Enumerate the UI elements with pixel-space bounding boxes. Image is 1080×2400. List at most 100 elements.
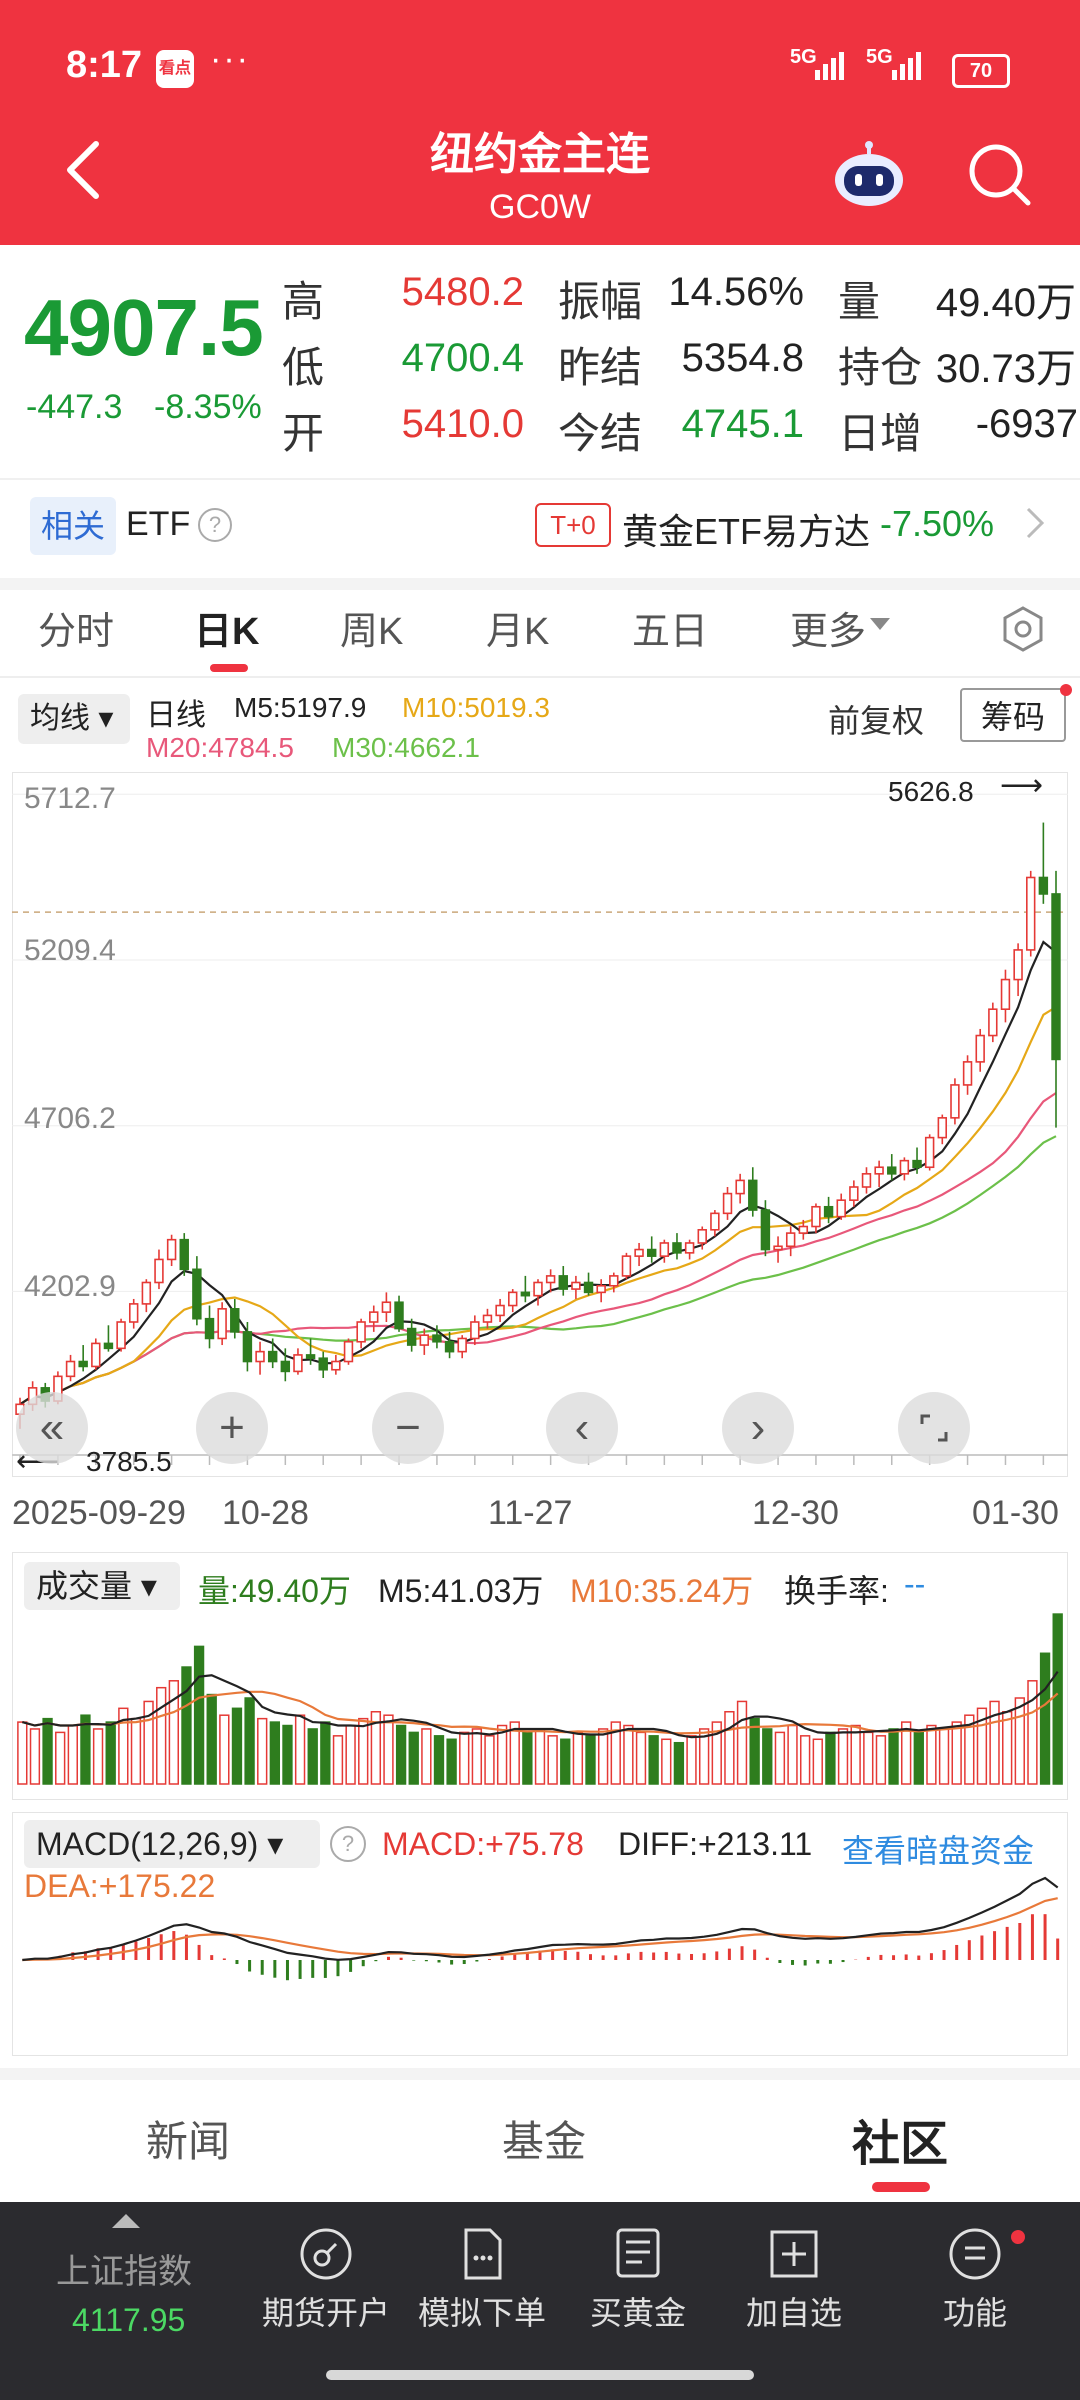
volume-bar <box>42 1717 53 1785</box>
candle <box>78 1345 88 1372</box>
candle-body <box>128 1303 139 1323</box>
macd-chart[interactable] <box>12 1812 1068 2056</box>
candle-body <box>166 1238 177 1261</box>
candle-body <box>508 1291 518 1307</box>
search-icon[interactable] <box>965 140 1035 210</box>
tab-intraday[interactable]: 分时 <box>38 611 115 653</box>
candle <box>356 1318 366 1349</box>
candle <box>318 1351 328 1378</box>
help-icon[interactable]: ? <box>198 508 232 542</box>
candle-body <box>887 1166 897 1175</box>
candle-body <box>356 1321 366 1343</box>
tab-news[interactable]: 新闻 <box>146 2118 231 2165</box>
collapse-left-button[interactable]: « <box>16 1392 88 1464</box>
candle <box>305 1338 316 1365</box>
candle <box>280 1348 291 1382</box>
candle <box>381 1292 392 1322</box>
etf-name[interactable]: 黄金ETF易方达 <box>622 511 870 552</box>
candle <box>836 1193 846 1220</box>
tab-weekly-k[interactable]: 周K <box>340 611 404 653</box>
etf-label[interactable]: ETF <box>126 505 191 543</box>
tab-more[interactable]: 更多 <box>790 611 867 653</box>
zoom-in-button[interactable]: + <box>196 1392 268 1464</box>
candle <box>849 1180 859 1207</box>
fullscreen-icon[interactable] <box>898 1392 970 1464</box>
signal-label-1: 5G <box>790 46 817 68</box>
candle <box>899 1157 910 1181</box>
chevron-left-icon[interactable] <box>62 140 102 200</box>
kline-chart[interactable] <box>12 772 1068 1477</box>
volume-bar <box>951 1721 962 1785</box>
help-icon[interactable]: ? <box>330 1826 366 1862</box>
simulated-order-label[interactable]: 模拟下单 <box>417 2295 546 2331</box>
candle-body <box>293 1354 303 1373</box>
index-name[interactable]: 上证指数 <box>56 2253 192 2291</box>
candle-body <box>394 1301 404 1330</box>
menu-label[interactable]: 功能 <box>942 2295 1007 2331</box>
expand-up-icon[interactable] <box>112 2214 140 2228</box>
candle <box>697 1226 707 1250</box>
divider <box>0 676 1080 678</box>
tab-five-day[interactable]: 五日 <box>632 611 709 653</box>
simulated-order-icon[interactable] <box>454 2226 510 2282</box>
adjustment-toggle[interactable]: 前复权 <box>828 703 925 739</box>
volume-bar <box>421 1728 432 1785</box>
battery-icon: 70 <box>952 54 1010 88</box>
account-open-label[interactable]: 期货开户 <box>261 2295 390 2331</box>
dark-pool-link[interactable]: 查看暗盘资金 <box>842 1833 1035 1869</box>
buy-gold-icon[interactable] <box>610 2226 666 2282</box>
buy-gold-label[interactable]: 买黄金 <box>589 2295 686 2331</box>
volume-bar <box>799 1735 811 1785</box>
account-open-icon[interactable] <box>298 2226 354 2282</box>
volume-value: 49.40万 <box>935 281 1076 325</box>
candle-body <box>596 1284 606 1294</box>
candle-body <box>684 1242 695 1254</box>
t0-badge: T+0 <box>535 503 611 547</box>
volume-chart[interactable] <box>12 1552 1068 1800</box>
candle-body <box>583 1281 594 1294</box>
chevron-right-icon[interactable] <box>1022 505 1046 541</box>
candle <box>710 1210 720 1237</box>
candle-body <box>849 1186 859 1201</box>
volume-bar <box>408 1731 419 1785</box>
settings-icon[interactable] <box>1000 606 1046 652</box>
indicator-selector[interactable]: 均线 ▾ <box>18 694 130 744</box>
candle-body <box>785 1232 796 1248</box>
menu-icon[interactable] <box>947 2226 1003 2282</box>
volume-m10: M10:35.24万 <box>570 1573 754 1609</box>
volume-bar <box>1027 1680 1038 1785</box>
add-watchlist-icon[interactable] <box>766 2226 822 2282</box>
volume-bar <box>560 1738 571 1785</box>
tab-daily-k[interactable]: 日K <box>194 611 260 653</box>
scroll-right-button[interactable]: › <box>722 1392 794 1464</box>
robot-assistant-icon[interactable] <box>830 140 908 210</box>
add-watchlist-label[interactable]: 加自选 <box>745 2295 842 2331</box>
volume-selector[interactable]: 成交量 ▾ <box>24 1562 180 1610</box>
tab-community[interactable]: 社区 <box>852 2118 949 2171</box>
x-axis-tick: 12-30 <box>752 1494 839 1532</box>
volume-bar <box>345 1724 356 1785</box>
chips-button[interactable]: 筹码 <box>960 688 1066 742</box>
amplitude-value: 14.56% <box>668 270 804 314</box>
home-indicator[interactable] <box>326 2370 754 2380</box>
more-notifications-icon: ··· <box>210 40 250 78</box>
volume-bar <box>762 1728 773 1785</box>
candle <box>609 1272 619 1293</box>
macd-selector[interactable]: MACD(12,26,9) ▾ <box>24 1820 320 1868</box>
dropdown-arrow-icon[interactable] <box>870 618 890 630</box>
volume-bar <box>837 1728 849 1785</box>
diff-line <box>22 1876 1059 1962</box>
zoom-out-button[interactable]: − <box>372 1392 444 1464</box>
tab-monthly-k[interactable]: 月K <box>486 611 550 653</box>
candle-body <box>988 1008 998 1037</box>
scroll-left-button[interactable]: ‹ <box>546 1392 618 1464</box>
volume-bar <box>370 1711 382 1785</box>
volume-value: 量:49.40万 <box>198 1573 351 1609</box>
related-tag[interactable]: 相关 <box>30 497 116 555</box>
ma30-value: M30:4662.1 <box>332 732 480 763</box>
tab-funds[interactable]: 基金 <box>502 2118 587 2165</box>
macd-value: MACD:+75.78 <box>382 1826 584 1862</box>
volume-bar <box>964 1714 975 1785</box>
candle-body <box>419 1334 430 1346</box>
volume-bar <box>332 1735 344 1785</box>
